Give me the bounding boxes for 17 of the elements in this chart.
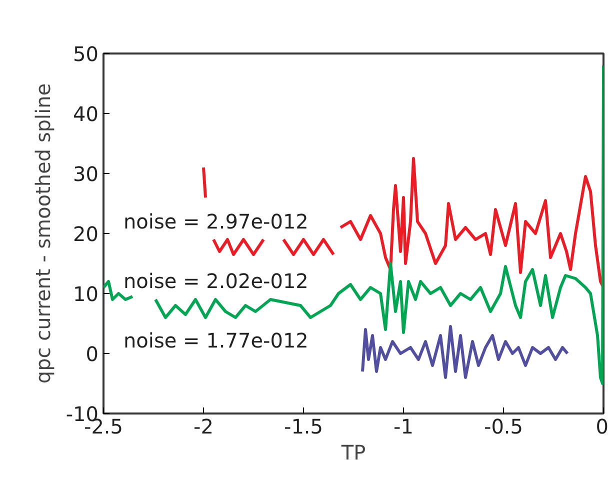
y-axis-title: qpc current - smoothed spline xyxy=(30,83,55,384)
annotation: noise = 1.77e-012 xyxy=(124,328,308,352)
line-series xyxy=(361,325,569,379)
y-tick-label: 10 xyxy=(73,282,99,306)
annotation: noise = 2.97e-012 xyxy=(124,210,308,234)
y-tick-label: 30 xyxy=(73,162,99,186)
x-tick-label: -2 xyxy=(194,414,214,438)
x-tick-label: 0 xyxy=(596,414,608,438)
y-tick-label: 0 xyxy=(86,342,99,366)
y-tick-label: 50 xyxy=(73,42,99,66)
x-tick-label: -1 xyxy=(394,414,414,438)
x-tick-label: -1.5 xyxy=(284,414,324,438)
annotation: noise = 2.02e-012 xyxy=(124,268,308,293)
x-axis-title: TP xyxy=(340,440,366,464)
x-tick-label: -0.5 xyxy=(484,414,524,438)
y-tick-label: 40 xyxy=(73,102,99,126)
y-tick-label: 20 xyxy=(73,222,99,246)
